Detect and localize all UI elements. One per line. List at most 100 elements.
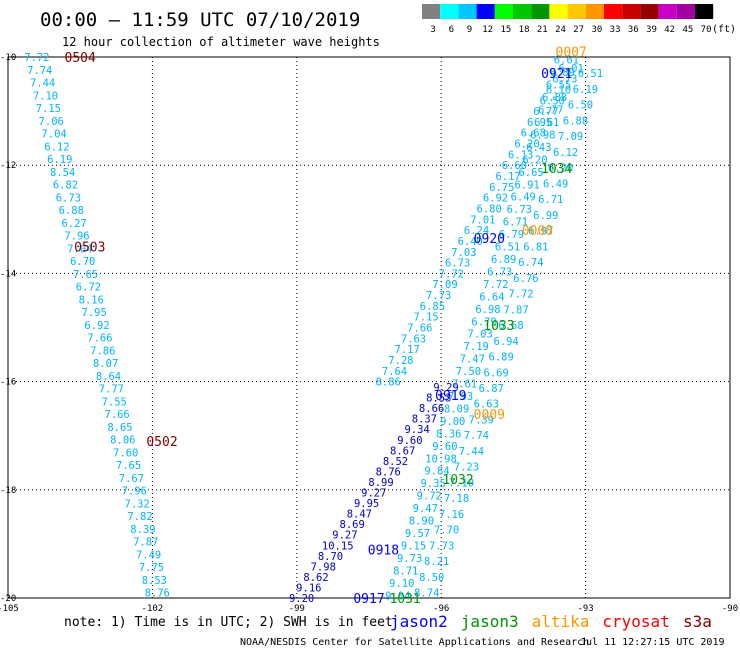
- wave-height-value: 6.73: [445, 258, 470, 270]
- wave-height-value: 7.44: [30, 78, 55, 90]
- legend-bin-label: 15: [500, 25, 511, 35]
- center-track: 9.209.168.627.988.7010.159.278.698.479.9…: [289, 382, 459, 605]
- pass-time-label: 0502: [146, 435, 177, 450]
- legend-swatch: [585, 4, 604, 19]
- wave-height-value: 6.71: [538, 194, 563, 206]
- wave-height-value: 7.82: [127, 511, 152, 523]
- pass-time-label: 0918: [368, 543, 399, 558]
- legend-swatch: [658, 4, 677, 19]
- pass-time-label: 0504: [65, 51, 96, 66]
- wave-height-value: 6.88: [59, 205, 84, 217]
- legend-swatch: [458, 4, 477, 19]
- wave-height-value: 7.70: [434, 525, 459, 537]
- wave-height-value: 7.50: [456, 366, 481, 378]
- wave-height-value: 8.90: [409, 516, 434, 528]
- wave-height-value: 6.88: [563, 115, 588, 127]
- wave-height-value: 7.10: [33, 90, 58, 102]
- wave-height-value: 7.18: [444, 493, 469, 505]
- legend-bin-label: 42: [664, 25, 675, 35]
- wave-height-value: 7.66: [104, 409, 129, 421]
- source-jason2: jason2: [390, 612, 448, 631]
- wave-height-value: 6.63: [474, 399, 499, 411]
- pass-time-label: 1032: [442, 473, 473, 488]
- wave-height-value: 8.16: [79, 294, 104, 306]
- legend-swatch: [476, 4, 495, 19]
- map-plot-area: -105 -102 -99 -96 -93 -90 -10 -12 -14 -16 -18 -20 7…: [0, 46, 738, 614]
- wave-height-value: 6.74: [518, 257, 543, 269]
- footer-credit: NOAA/NESDIS Center for Satellite Applica…: [240, 637, 589, 648]
- legend-swatch: [440, 4, 459, 19]
- pass-time-labels: 0504 0503 0502 0007 0921 1034 0008 0920 1033 0919…: [65, 46, 587, 607]
- wave-height-value: 6.73: [487, 266, 512, 278]
- wave-height-value: 7.10: [449, 477, 474, 489]
- legend-bin-label: 6: [449, 25, 454, 35]
- wave-height-value: 6.91: [515, 179, 540, 191]
- legend-bin-label: 24: [555, 25, 566, 35]
- satellite-tracks: 7.727.747.447.107.157.067.046.126.198.54…: [24, 52, 603, 605]
- wave-height-value: 8.86: [376, 377, 401, 389]
- wave-height-value: 6.73: [507, 204, 532, 216]
- wave-height-value: 7.72: [483, 279, 508, 291]
- wave-height-value: 9.27: [332, 530, 357, 542]
- left-track: 7.727.747.447.107.157.067.046.126.198.54…: [24, 52, 170, 600]
- wave-height-value: 6.97: [528, 226, 553, 238]
- wave-height-value: 8.69: [340, 519, 365, 531]
- wave-height-value: 8.76: [376, 466, 401, 478]
- wave-height-value: 7.03: [451, 247, 476, 259]
- wave-height-value: 7.17: [395, 344, 420, 356]
- lat-tick-label: -18: [0, 486, 16, 496]
- wave-height-value: 7.39: [469, 414, 494, 426]
- wave-height-value: 6.72: [76, 282, 101, 294]
- wave-height-value: 9.35: [420, 478, 445, 490]
- wave-height-value: 8.09: [444, 403, 469, 415]
- wave-height-value: 7.96: [64, 231, 89, 243]
- wave-height-value: 6.81: [523, 241, 548, 253]
- lon-tick-label: -102: [142, 604, 164, 614]
- source-jason3: jason3: [461, 612, 519, 631]
- legend-bin-label: 27: [573, 25, 584, 35]
- pass-time-label: 1031: [389, 592, 420, 607]
- pass-time-label: 1034: [541, 162, 572, 177]
- wave-height-value: 9.84: [424, 466, 449, 478]
- map-subtitle: 12 hour collection of altimeter wave hei…: [62, 35, 380, 49]
- wave-height-value: 6.12: [553, 147, 578, 159]
- lat-tick-label: -12: [0, 161, 16, 171]
- wave-height-value: 7.47: [460, 354, 485, 366]
- wave-height-value: 6.43: [526, 142, 551, 154]
- lat-lon-grid: [8, 57, 730, 598]
- legend-bin-label: 3: [430, 25, 435, 35]
- wave-height-value: 8.66: [419, 403, 444, 415]
- wave-height-value: 9.00: [440, 416, 465, 428]
- wave-height-value: 7.66: [407, 323, 432, 335]
- wave-height-value: 8.70: [318, 551, 343, 563]
- wave-height-value: 8.64: [96, 371, 121, 383]
- wave-height-value: 6.19: [47, 154, 72, 166]
- wave-height-value: 6.89: [491, 254, 516, 266]
- wave-height-value: 6.55: [546, 80, 571, 92]
- wave-height-value: 7.49: [136, 549, 161, 561]
- wave-height-value: 7.93: [448, 391, 473, 403]
- legend-bin-label: 36: [628, 25, 639, 35]
- wave-height-value: 6.70: [70, 256, 95, 268]
- wave-height-value: 8.47: [347, 509, 372, 521]
- wave-height-value: 7.73: [426, 290, 451, 302]
- wave-height-value: 7.77: [99, 384, 124, 396]
- wave-height-value: 9.27: [361, 488, 386, 500]
- wave-height-value: 6.77: [533, 106, 558, 118]
- legend-swatch: [640, 4, 659, 19]
- wave-height-value: 8.37: [412, 414, 437, 426]
- wave-height-value: 7.19: [464, 341, 489, 353]
- wave-height-value: 6.20: [522, 154, 547, 166]
- wave-height-value: 6.40: [458, 236, 483, 248]
- wave-height-value: 7.72: [508, 289, 533, 301]
- pass-time-label: 0009: [474, 408, 505, 423]
- wave-height-value: 6.20: [514, 139, 539, 151]
- wave-height-value: 8.36: [436, 428, 461, 440]
- source-altika: altika: [532, 612, 590, 631]
- legend-bin-label: 21: [537, 25, 548, 35]
- wave-height-value: 6.98: [530, 129, 555, 141]
- wave-height-value: 8.71: [393, 565, 418, 577]
- wave-height-value: 6.89: [488, 352, 513, 364]
